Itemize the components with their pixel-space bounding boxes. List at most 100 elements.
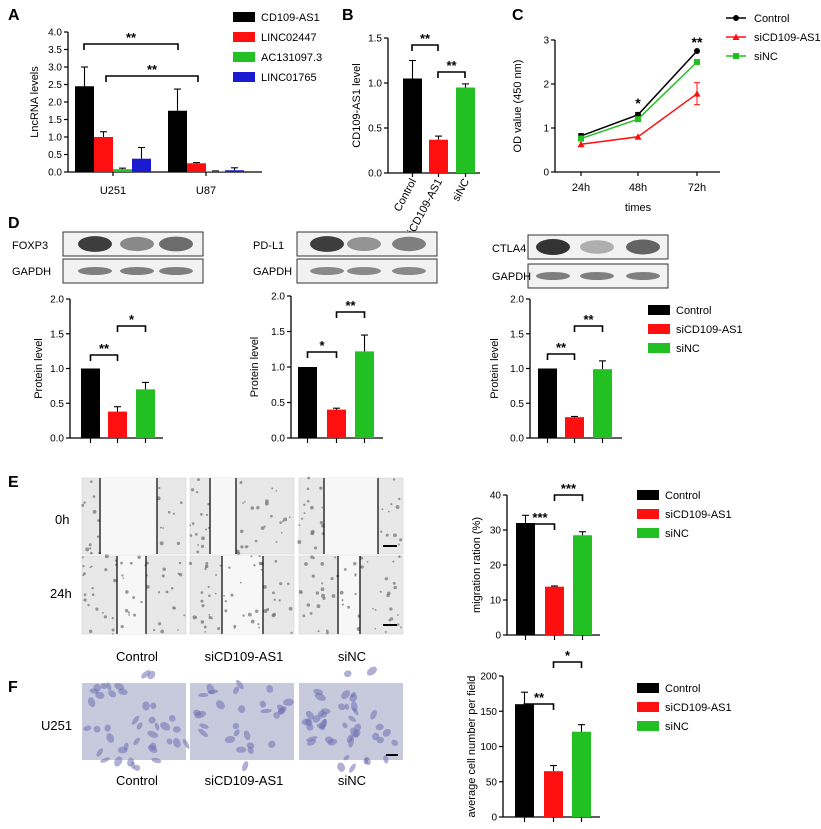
legend-entry: siCD109-AS1 xyxy=(665,509,732,521)
y-tick-label: 2.0 xyxy=(48,98,62,109)
stained-cell xyxy=(106,733,115,743)
y-tick-label: 30 xyxy=(490,526,502,537)
marker-square xyxy=(635,116,641,123)
y-tick-label: 0.0 xyxy=(368,169,382,180)
legend-swatch xyxy=(648,305,670,315)
stained-cell xyxy=(349,694,358,702)
cell-dot xyxy=(90,480,93,483)
y-tick-label: 1.5 xyxy=(510,329,524,340)
y-tick-label: 0.5 xyxy=(50,399,64,410)
stained-cell xyxy=(93,725,101,733)
panel-label-b: B xyxy=(342,7,354,24)
stained-cell xyxy=(383,755,389,764)
cell-dot xyxy=(265,499,269,504)
cell-dot xyxy=(275,489,278,492)
stained-cell xyxy=(96,748,104,757)
stained-cell xyxy=(337,762,346,772)
y-tick-label: 1.0 xyxy=(48,133,62,144)
y-tick-label: 0.5 xyxy=(368,124,382,135)
cell-dot xyxy=(87,603,90,607)
sig-bracket-1-label: * xyxy=(319,338,325,353)
cell-dot xyxy=(125,590,129,594)
stained-cell xyxy=(238,705,246,714)
legend-entry: CD109-AS1 xyxy=(261,12,320,24)
cell-dot xyxy=(236,551,241,555)
y-tick-label: 0 xyxy=(491,813,497,824)
cell-dot xyxy=(263,525,266,528)
sig-star-72h: ** xyxy=(692,34,703,50)
bar xyxy=(187,163,206,172)
legend-entry: siCD109-AS1 xyxy=(754,32,821,44)
bar xyxy=(355,351,374,438)
cell-dot xyxy=(397,543,400,546)
cell-line-label: U251 xyxy=(41,718,72,733)
stained-cell xyxy=(150,702,157,710)
cell-dot xyxy=(157,591,161,594)
cell-dot xyxy=(201,604,205,608)
cell-dot xyxy=(257,623,260,626)
cell-dot xyxy=(207,585,210,589)
legend-swatch xyxy=(233,72,255,82)
y-tick-label: 1.0 xyxy=(510,364,524,375)
stained-cell xyxy=(342,722,348,729)
cell-dot xyxy=(319,486,323,490)
stained-cell xyxy=(314,692,326,701)
cell-dot xyxy=(316,604,321,609)
cell-dot xyxy=(393,585,397,590)
stained-cell xyxy=(246,742,255,749)
cell-dot xyxy=(366,560,369,563)
blot-band xyxy=(347,237,381,251)
legend-swatch xyxy=(637,528,659,538)
cell-dot xyxy=(353,561,357,566)
cell-dot xyxy=(81,556,84,559)
panel-label-a: A xyxy=(8,7,20,24)
sig-bracket-2 xyxy=(553,494,584,501)
cell-dot xyxy=(96,535,100,538)
stained-cell xyxy=(352,707,359,716)
cell-dot xyxy=(120,561,123,565)
cell-dot xyxy=(390,503,393,506)
cell-dot xyxy=(334,556,337,559)
cell-dot xyxy=(194,616,198,619)
stained-cell xyxy=(366,666,377,676)
cell-dot xyxy=(191,522,195,525)
cell-dot xyxy=(341,599,344,602)
y-tick-label: 2.0 xyxy=(271,292,285,303)
blot-band xyxy=(392,267,426,275)
y-tick-label: 1.5 xyxy=(48,115,62,126)
sig-bracket-1 xyxy=(306,351,338,358)
stained-cell xyxy=(348,736,355,748)
bar xyxy=(168,110,187,172)
y-tick-label: 0.5 xyxy=(48,150,62,161)
blot-band xyxy=(120,236,154,252)
cell-dot xyxy=(111,633,114,635)
cell-dot xyxy=(246,545,249,548)
stained-cell xyxy=(232,722,240,730)
cell-dot xyxy=(208,614,211,616)
cell-dot xyxy=(111,628,115,632)
cell-dot xyxy=(343,568,347,571)
stained-cell xyxy=(344,703,350,710)
blot-loading-label: GAPDH xyxy=(492,271,531,283)
cell-dot xyxy=(200,620,205,624)
x-tick-label: U87 xyxy=(196,185,216,197)
cell-dot xyxy=(325,629,329,633)
bar xyxy=(81,368,100,438)
cell-dot xyxy=(253,564,256,567)
stained-cell xyxy=(242,761,249,772)
cell-dot xyxy=(129,561,133,565)
stained-cell xyxy=(321,708,331,714)
blot-loading-label: GAPDH xyxy=(12,266,51,278)
panel-label-d: D xyxy=(8,215,20,232)
blot-protein-label: CTLA4 xyxy=(492,243,526,255)
cell-dot xyxy=(81,503,85,507)
blot-band xyxy=(310,267,344,275)
sig-bracket-1-label: ** xyxy=(126,30,137,45)
stained-cell xyxy=(337,703,346,711)
stained-cell xyxy=(224,735,236,744)
series-line xyxy=(580,50,698,137)
cell-dot xyxy=(208,615,212,620)
bar xyxy=(573,535,592,635)
cell-dot xyxy=(300,517,304,520)
